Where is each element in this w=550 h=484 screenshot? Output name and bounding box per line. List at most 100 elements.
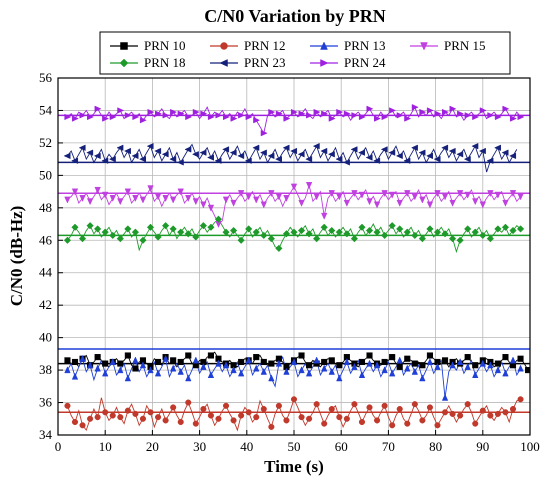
data-point-prn-13 [517,364,524,372]
data-point-prn-12 [253,414,260,421]
y-tick-label: 44 [39,265,53,280]
data-point-prn-15 [86,198,94,206]
x-tick-label: 80 [429,439,442,454]
data-point-prn-23 [433,155,441,163]
data-point-prn-13 [472,371,479,379]
data-point-prn-15 [117,198,124,206]
data-point-prn-15 [124,188,132,196]
data-point-prn-23 [169,155,177,163]
data-point-prn-13 [328,367,335,375]
legend-marker-prn-18 [119,58,129,68]
x-tick-label: 40 [240,439,253,454]
data-point-prn-18 [237,236,245,244]
data-point-prn-15 [313,193,320,201]
data-point-prn-15 [434,190,441,198]
data-point-prn-15 [321,212,328,220]
data-point-prn-24 [487,112,495,119]
data-point-prn-24 [449,105,457,113]
data-point-prn-18 [396,225,404,233]
data-point-prn-10 [328,357,335,364]
data-point-prn-23 [388,149,396,156]
data-point-prn-18 [358,223,366,231]
data-point-prn-13 [177,367,184,375]
data-point-prn-15 [449,199,456,207]
data-point-prn-13 [388,369,396,377]
data-point-prn-18 [456,236,464,244]
data-point-prn-10 [268,360,275,367]
data-point-prn-23 [350,146,358,153]
data-point-prn-12 [139,415,147,422]
data-point-prn-15 [230,199,237,207]
data-point-prn-15 [147,185,154,193]
data-point-prn-23 [123,147,131,155]
data-point-prn-24 [404,115,412,122]
data-point-prn-24 [517,113,525,121]
data-point-prn-18 [501,223,510,231]
data-point-prn-24 [207,113,215,121]
data-point-prn-24 [147,108,155,116]
y-tick-label: 50 [39,167,52,182]
data-point-prn-15 [162,195,169,202]
data-point-prn-23 [108,155,116,163]
data-point-prn-18 [328,226,336,235]
data-point-prn-24 [313,108,321,116]
data-point-prn-10 [177,358,184,366]
data-point-prn-23 [373,157,381,164]
y-tick-label: 52 [39,135,52,150]
data-point-prn-10 [464,354,471,361]
data-point-prn-15 [494,191,502,199]
data-point-prn-23 [176,159,184,166]
data-point-prn-24 [155,110,162,117]
legend-label-prn-23: PRN 23 [244,55,286,70]
data-point-prn-12 [87,415,94,422]
data-point-prn-12 [147,409,154,416]
data-point-prn-18 [471,228,479,236]
data-point-prn-24 [441,108,449,116]
data-point-prn-15 [419,196,426,204]
data-point-prn-18 [464,225,472,233]
data-point-prn-24 [79,112,87,119]
data-point-prn-24 [170,108,178,116]
data-point-prn-18 [486,234,495,243]
y-tick-label: 34 [39,427,53,442]
data-point-prn-18 [154,233,162,241]
legend-marker-prn-23 [219,59,228,67]
data-point-prn-15 [109,195,116,202]
data-point-prn-18 [494,225,502,233]
data-point-prn-18 [479,231,487,240]
data-point-prn-12 [185,399,192,406]
data-point-prn-12 [404,420,411,427]
data-point-prn-15 [139,196,147,204]
data-point-prn-24 [290,108,298,116]
data-point-prn-12 [328,405,335,413]
data-point-prn-23 [229,149,237,156]
legend-label-prn-13: PRN 13 [344,38,386,53]
data-point-prn-12 [389,422,396,429]
data-point-prn-10 [207,352,214,359]
data-point-prn-15 [502,199,509,207]
data-point-prn-10 [381,358,388,366]
data-point-prn-13 [404,364,411,372]
data-point-prn-23 [267,152,275,160]
data-point-prn-13 [381,366,388,374]
data-point-prn-24 [283,115,291,122]
data-point-prn-12 [426,404,433,411]
data-point-prn-23 [358,149,366,156]
data-point-prn-24 [351,112,359,119]
data-point-prn-15 [358,191,366,199]
x-tick-label: 0 [55,439,62,454]
data-point-prn-13 [456,358,464,366]
data-point-prn-18 [124,225,132,233]
data-point-prn-12 [283,417,290,424]
data-point-prn-24 [358,113,366,121]
data-point-prn-13 [124,374,132,382]
data-point-prn-23 [463,155,471,163]
data-point-prn-23 [403,157,411,164]
legend-label-prn-12: PRN 12 [244,38,286,53]
data-point-prn-12 [472,420,479,427]
data-point-prn-23 [418,149,426,156]
data-point-prn-18 [71,223,79,231]
data-point-prn-15 [185,195,192,202]
data-point-prn-15 [487,190,494,198]
data-point-prn-12 [109,412,116,419]
